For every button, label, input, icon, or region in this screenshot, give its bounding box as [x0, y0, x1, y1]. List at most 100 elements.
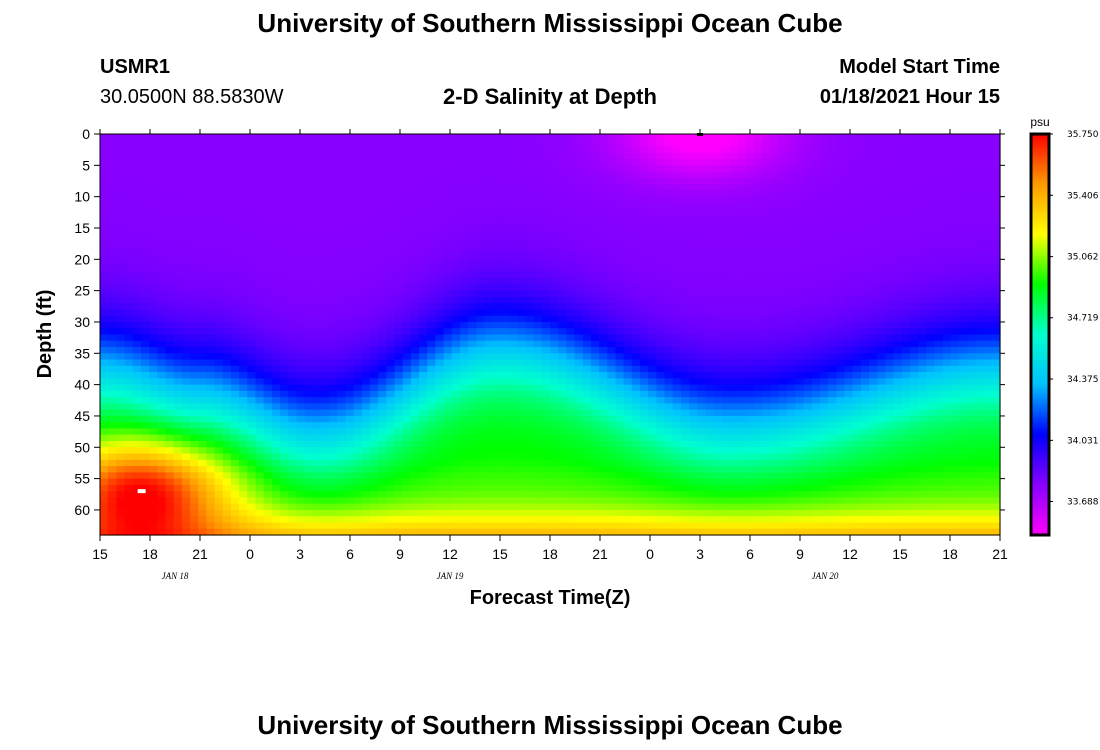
heatmap-cell: [574, 284, 584, 292]
heatmap-cell: [877, 177, 887, 185]
heatmap-cell: [934, 372, 944, 379]
heatmap-cell: [271, 347, 281, 354]
heatmap-cell: [173, 177, 183, 185]
heatmap-cell: [329, 227, 338, 235]
heatmap-cell: [950, 246, 960, 254]
heatmap-cell: [239, 221, 248, 229]
heatmap-cell: [590, 190, 600, 198]
heatmap-cell: [836, 372, 846, 379]
heatmap-cell: [910, 265, 919, 273]
heatmap-cell: [934, 397, 944, 405]
heatmap-cell: [181, 334, 191, 342]
heatmap-cell: [950, 140, 960, 148]
heatmap-cell: [460, 403, 469, 411]
heatmap-cell: [468, 177, 477, 185]
heatmap-cell: [509, 290, 518, 298]
heatmap-cell: [787, 384, 797, 392]
heatmap-cell: [730, 259, 739, 267]
heatmap-cell: [394, 284, 404, 292]
heatmap-cell: [787, 165, 797, 173]
heatmap-cell: [975, 378, 985, 386]
heatmap-cell: [312, 215, 322, 223]
heatmap-cell: [427, 196, 437, 204]
heatmap-cell: [476, 303, 486, 311]
heatmap-cell: [680, 146, 690, 154]
heatmap-cell: [787, 184, 797, 191]
heatmap-cell: [247, 390, 257, 398]
heatmap-cell: [648, 334, 657, 342]
heatmap-cell: [443, 152, 453, 160]
heatmap-cell: [100, 209, 109, 217]
heatmap-cell: [288, 246, 297, 254]
heatmap-cell: [468, 196, 477, 204]
heatmap-cell: [803, 271, 813, 279]
heatmap-cell: [271, 384, 281, 392]
heatmap-cell: [910, 315, 919, 323]
heatmap-cell: [779, 340, 788, 348]
heatmap-cell: [394, 365, 404, 373]
heatmap-cell: [451, 321, 461, 329]
heatmap-cell: [615, 372, 625, 379]
heatmap-cell: [795, 303, 805, 311]
heatmap-cell: [787, 321, 797, 329]
heatmap-cell: [271, 253, 281, 260]
heatmap-cell: [762, 221, 772, 229]
heatmap-cell: [607, 359, 617, 367]
heatmap-cell: [230, 321, 240, 329]
heatmap-cell: [967, 146, 977, 154]
heatmap-cell: [541, 146, 551, 154]
heatmap-cell: [656, 353, 666, 361]
heatmap-cell: [140, 353, 150, 361]
heatmap-cell: [828, 365, 837, 373]
heatmap-cell: [648, 271, 657, 279]
heatmap-cell: [640, 171, 649, 179]
heatmap-cell: [926, 390, 936, 398]
heatmap-cell: [386, 278, 396, 285]
heatmap-cell: [721, 134, 731, 141]
heatmap-cell: [828, 334, 837, 342]
heatmap-cell: [271, 215, 281, 223]
heatmap-cell: [648, 246, 657, 254]
heatmap-cell: [312, 321, 322, 329]
heatmap-cell: [525, 165, 535, 173]
heatmap-cell: [574, 403, 584, 411]
heatmap-cell: [590, 265, 600, 273]
heatmap-cell: [443, 359, 453, 367]
heatmap-cell: [648, 209, 657, 217]
heatmap-cell: [721, 196, 731, 204]
heatmap-cell: [124, 246, 134, 254]
heatmap-cell: [820, 409, 829, 417]
heatmap-cell: [967, 334, 977, 342]
heatmap-cell: [533, 278, 543, 285]
heatmap-cell: [869, 372, 878, 379]
heatmap-cell: [893, 378, 903, 386]
heatmap-cell: [353, 177, 363, 185]
heatmap-cell: [713, 234, 723, 242]
heatmap-cell: [198, 284, 207, 292]
heatmap-cell: [247, 246, 257, 254]
heatmap-cell: [901, 171, 911, 179]
heatmap-cell: [149, 359, 158, 367]
heatmap-cell: [754, 152, 764, 160]
heatmap-cell: [337, 328, 347, 336]
heatmap-cell: [893, 328, 903, 336]
heatmap-cell: [509, 215, 518, 223]
heatmap-cell: [754, 171, 764, 179]
heatmap-cell: [288, 284, 297, 292]
heatmap-cell: [525, 284, 535, 292]
heatmap-cell: [803, 390, 813, 398]
heatmap-cell: [198, 315, 207, 323]
heatmap-cell: [476, 372, 486, 379]
heatmap-cell: [550, 397, 559, 405]
heatmap-cell: [132, 303, 142, 311]
heatmap-cell: [697, 215, 707, 223]
heatmap-cell: [901, 177, 911, 185]
heatmap-cell: [419, 359, 428, 367]
heatmap-cell: [721, 347, 731, 354]
heatmap-cell: [680, 296, 690, 304]
heatmap-cell: [239, 372, 248, 379]
heatmap-cell: [959, 353, 968, 361]
heatmap-cell: [795, 140, 805, 148]
heatmap-cell: [811, 328, 821, 336]
heatmap-cell: [435, 303, 445, 311]
